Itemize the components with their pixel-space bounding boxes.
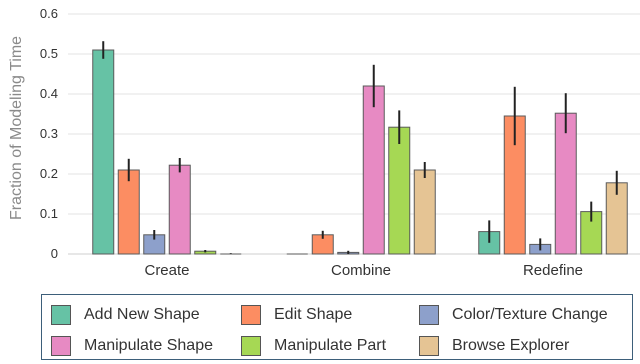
legend-item: Manipulate Part	[241, 334, 386, 358]
y-tick-label: 0.1	[40, 206, 58, 221]
y-tick-label: 0.5	[40, 46, 58, 61]
error-bars	[102, 41, 618, 254]
bar-chart: 0 0.1 0.2 0.3 0.4 0.5 0.6 Create Combine Redefin…	[8, 6, 640, 279]
legend-item: Add New Shape	[51, 303, 200, 327]
y-tick-label: 0.3	[40, 126, 58, 141]
legend-label: Color/Texture Change	[452, 306, 608, 323]
grid-lines	[68, 13, 640, 255]
legend-label: Manipulate Shape	[84, 337, 213, 354]
y-axis-label: Fraction of Modeling Time	[8, 36, 25, 220]
y-tick-label: 0.4	[40, 86, 58, 101]
legend-item: Browse Explorer	[419, 334, 569, 358]
legend-item: Color/Texture Change	[419, 303, 608, 327]
y-tick-label: 0	[51, 246, 58, 261]
y-tick-label: 0.6	[40, 6, 58, 21]
legend-label: Manipulate Part	[274, 337, 387, 354]
legend: Add New Shape Edit Shape Color/Texture Cha…	[41, 294, 633, 360]
legend-swatch	[419, 336, 439, 356]
legend-label: Edit Shape	[274, 306, 353, 323]
bar	[168, 164, 191, 255]
bars	[92, 49, 628, 255]
legend-item: Manipulate Shape	[51, 334, 213, 358]
y-tick-label: 0.2	[40, 166, 58, 181]
legend-swatch	[241, 305, 261, 325]
legend-swatch	[241, 336, 261, 356]
legend-item: Edit Shape	[241, 303, 352, 327]
x-tick-label: Create	[144, 262, 189, 279]
x-axis-ticks: Create Combine Redefine	[144, 262, 583, 279]
bar	[92, 49, 115, 255]
legend-swatch	[419, 305, 439, 325]
bar	[388, 126, 411, 255]
bar	[554, 112, 577, 255]
legend-label: Add New Shape	[84, 306, 200, 323]
legend-swatch	[51, 336, 71, 356]
legend-swatch	[51, 305, 71, 325]
x-tick-label: Redefine	[523, 262, 583, 279]
bar	[413, 169, 436, 255]
legend-label: Browse Explorer	[452, 337, 570, 354]
y-axis-ticks: 0 0.1 0.2 0.3 0.4 0.5 0.6	[40, 6, 58, 261]
bar	[117, 169, 140, 255]
bar	[362, 85, 385, 255]
x-tick-label: Combine	[331, 262, 391, 279]
